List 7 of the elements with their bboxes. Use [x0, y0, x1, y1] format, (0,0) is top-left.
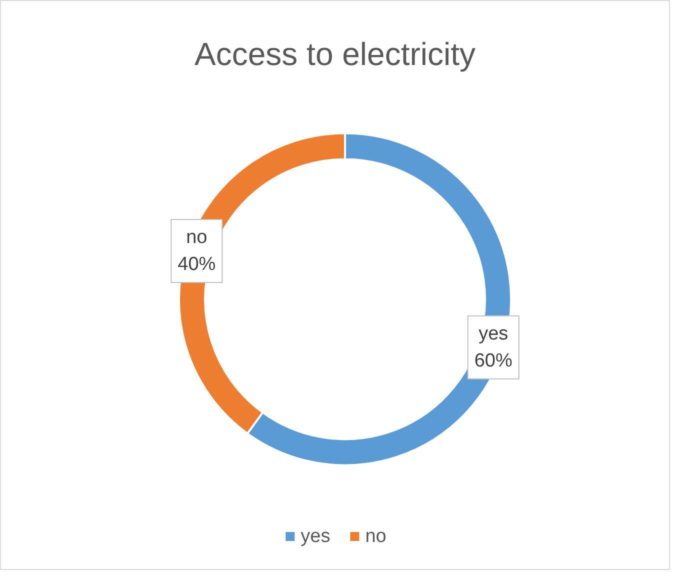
chart-title: Access to electricity: [194, 36, 476, 72]
data-label: 40%: [178, 254, 216, 275]
slice-label: no: [186, 226, 208, 248]
legend-label: no: [365, 526, 386, 547]
legend-label: yes: [300, 526, 330, 547]
data-label: 60%: [474, 350, 513, 372]
slice-label: yes: [478, 323, 508, 344]
